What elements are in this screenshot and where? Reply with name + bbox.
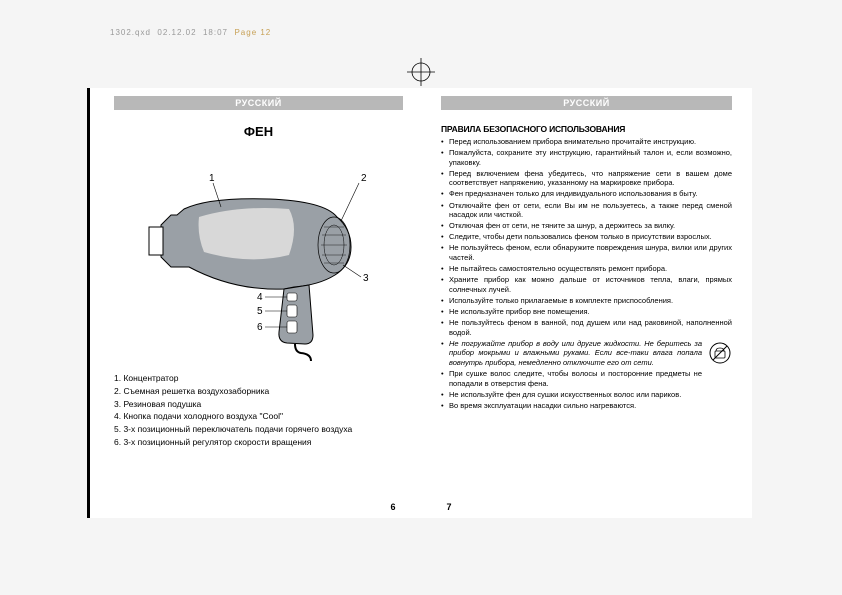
- lang-bar-right: РУССКИЙ: [441, 96, 732, 110]
- page-left: РУССКИЙ ФЕН: [90, 88, 421, 518]
- rule-item: Перед использованием прибора внимательно…: [441, 137, 732, 147]
- page-right: РУССКИЙ ПРАВИЛА БЕЗОПАСНОГО ИСПОЛЬЗОВАНИ…: [421, 88, 752, 518]
- rule-text: Не используйте прибор вне помещения.: [449, 307, 590, 316]
- rule-item: Используйте только прилагаемые в комплек…: [441, 296, 732, 306]
- rule-item: При сушке волос следите, чтобы волосы и …: [441, 369, 732, 388]
- rule-text: Отключайте фен от сети, если Вы им не по…: [449, 201, 732, 220]
- rule-item: Во время эксплуатации насадки сильно наг…: [441, 401, 732, 411]
- rule-text: При сушке волос следите, чтобы волосы и …: [449, 369, 702, 388]
- rule-item: Пожалуйста, сохраните эту инструкцию, га…: [441, 148, 732, 167]
- rules-list: Перед использованием прибора внимательно…: [441, 137, 732, 410]
- rule-text: Отключая фен от сети, не тяните за шнур,…: [449, 221, 675, 230]
- page-title: ФЕН: [114, 124, 403, 139]
- rule-item: Следите, чтобы дети пользовались феном т…: [441, 232, 732, 242]
- diagram-label-5: 5: [257, 306, 263, 317]
- hair-dryer-diagram: 1 2 3 4 5 6: [114, 147, 403, 362]
- rule-item: Не пользуйтесь феном, если обнаружите по…: [441, 243, 732, 262]
- page-number-right: 7: [439, 502, 459, 512]
- print-file: 1302.qxd: [110, 28, 151, 37]
- print-date: 02.12.02: [157, 28, 196, 37]
- rule-text: Не пытайтесь самостоятельно осуществлять…: [449, 264, 667, 273]
- diagram-label-4: 4: [257, 292, 263, 303]
- sheet: РУССКИЙ ФЕН: [90, 88, 752, 518]
- part-item: 1. Концентратор: [114, 372, 403, 385]
- no-water-icon: [708, 341, 732, 368]
- part-item: 5. 3-х позиционный переключатель подачи …: [114, 423, 403, 436]
- rule-text: Не погружайте прибор в воду или другие ж…: [449, 339, 702, 367]
- rules-title: ПРАВИЛА БЕЗОПАСНОГО ИСПОЛЬЗОВАНИЯ: [441, 124, 732, 134]
- print-time: 18:07: [203, 28, 228, 37]
- rule-item: Не погружайте прибор в воду или другие ж…: [441, 339, 732, 368]
- rule-text: Не используйте фен для сушки искусственн…: [449, 390, 681, 399]
- lang-bar-left: РУССКИЙ: [114, 96, 403, 110]
- rule-item: Не используйте фен для сушки искусственн…: [441, 390, 732, 400]
- diagram-label-6: 6: [257, 322, 263, 333]
- rule-text: Перед включением фена убедитесь, что нап…: [449, 169, 732, 188]
- rule-text: Не пользуйтесь феном в ванной, под душем…: [449, 318, 732, 337]
- rule-text: Следите, чтобы дети пользовались феном т…: [449, 232, 712, 241]
- rule-item: Храните прибор как можно дальше от источ…: [441, 275, 732, 294]
- part-item: 3. Резиновая подушка: [114, 398, 403, 411]
- rule-item: Не пытайтесь самостоятельно осуществлять…: [441, 264, 732, 274]
- rule-item: Не используйте прибор вне помещения.: [441, 307, 732, 317]
- rule-text: Во время эксплуатации насадки сильно наг…: [449, 401, 636, 410]
- diagram-label-2: 2: [361, 173, 367, 184]
- rule-text: Используйте только прилагаемые в комплек…: [449, 296, 673, 305]
- rule-item: Отключайте фен от сети, если Вы им не по…: [441, 201, 732, 220]
- rule-item: Фен предназначен только для индивидуальн…: [441, 189, 732, 199]
- rule-text: Пожалуйста, сохраните эту инструкцию, га…: [449, 148, 732, 167]
- part-item: 2. Съемная решетка воздухозаборника: [114, 385, 403, 398]
- diagram-label-3: 3: [363, 273, 369, 284]
- print-page-label: Page 12: [234, 28, 271, 37]
- part-item: 4. Кнопка подачи холодного воздуха "Cool…: [114, 410, 403, 423]
- crop-mark-top: [406, 58, 436, 86]
- rule-text: Не пользуйтесь феном, если обнаружите по…: [449, 243, 732, 262]
- rule-text: Перед использованием прибора внимательно…: [449, 137, 696, 146]
- rule-text: Храните прибор как можно дальше от источ…: [449, 275, 732, 294]
- rule-text: Фен предназначен только для индивидуальн…: [449, 189, 697, 198]
- print-header: 1302.qxd 02.12.02 18:07 Page 12: [110, 28, 271, 37]
- rule-item: Не пользуйтесь феном в ванной, под душем…: [441, 318, 732, 337]
- rule-item: Перед включением фена убедитесь, что нап…: [441, 169, 732, 188]
- rule-item: Отключая фен от сети, не тяните за шнур,…: [441, 221, 732, 231]
- diagram-label-1: 1: [209, 173, 215, 184]
- page-number-left: 6: [383, 502, 403, 512]
- parts-list: 1. Концентратор 2. Съемная решетка возду…: [114, 372, 403, 449]
- part-item: 6. 3-х позиционный регулятор скорости вр…: [114, 436, 403, 449]
